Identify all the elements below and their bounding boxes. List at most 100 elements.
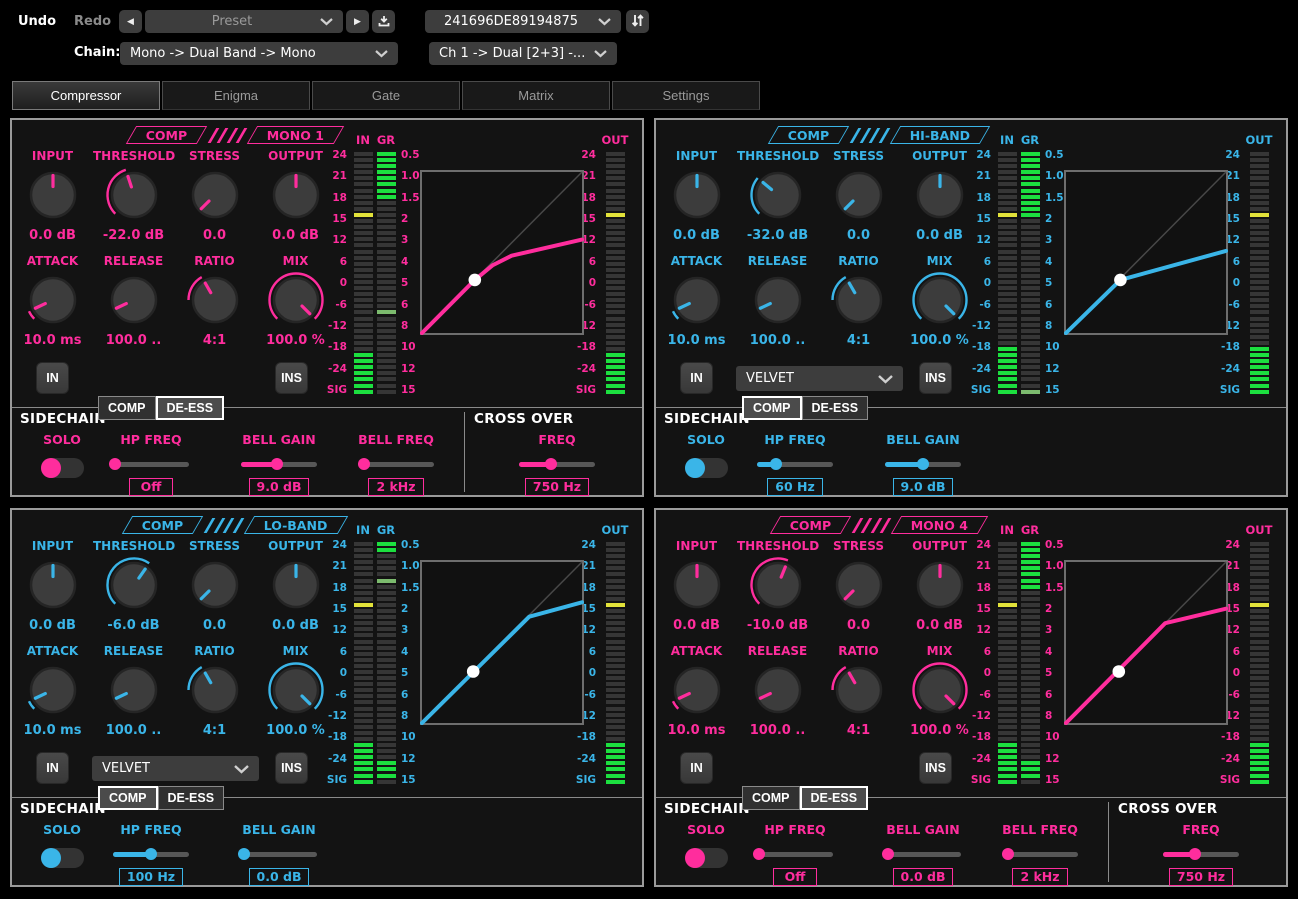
- hp-freq-value[interactable]: 60 Hz: [767, 478, 822, 496]
- bell-gain-slider[interactable]: [885, 458, 961, 470]
- bell-gain-slider[interactable]: [885, 848, 961, 860]
- transfer-curve-graph[interactable]: [1064, 170, 1228, 335]
- velvet-dropdown[interactable]: VELVET: [92, 756, 259, 781]
- preset-dropdown[interactable]: Preset: [145, 10, 343, 33]
- bell-gain-slider[interactable]: [241, 458, 317, 470]
- save-preset-button[interactable]: [372, 10, 395, 33]
- transfer-curve-graph[interactable]: [1064, 560, 1228, 725]
- ab-compare-button[interactable]: [626, 10, 649, 33]
- undo-button[interactable]: Undo: [18, 14, 56, 29]
- stress-knob[interactable]: STRESS0.0: [818, 149, 899, 243]
- hp-freq-slider[interactable]: [113, 458, 189, 470]
- hp-freq-value[interactable]: Off: [129, 478, 173, 496]
- attack-knob[interactable]: ATTACK10.0 ms: [12, 254, 93, 348]
- tab-settings[interactable]: Settings: [612, 81, 760, 110]
- input-knob[interactable]: INPUT0.0 dB: [656, 149, 737, 243]
- threshold-knob[interactable]: THRESHOLD-6.0 dB: [93, 539, 174, 633]
- transfer-curve-graph[interactable]: [420, 170, 584, 335]
- crossover-freq-value[interactable]: 750 Hz: [1169, 868, 1233, 886]
- bell-gain-value[interactable]: 0.0 dB: [249, 868, 310, 886]
- ins-button[interactable]: INS: [919, 362, 952, 394]
- bell-freq-value[interactable]: 2 kHz: [368, 478, 423, 496]
- ratio-knob[interactable]: RATIO4:1: [818, 254, 899, 348]
- de-ess-sidechain-tab[interactable]: DE-ESS: [158, 786, 225, 810]
- threshold-knob[interactable]: THRESHOLD-32.0 dB: [737, 149, 818, 243]
- crossover-freq-slider[interactable]: [1163, 848, 1239, 860]
- next-preset-button[interactable]: ▶: [346, 10, 369, 33]
- velvet-dropdown[interactable]: VELVET: [736, 366, 903, 391]
- bell-gain-slider[interactable]: [241, 848, 317, 860]
- de-ess-sidechain-tab[interactable]: DE-ESS: [800, 786, 869, 810]
- release-knob[interactable]: RELEASE100.0 ..: [93, 644, 174, 738]
- tab-gate[interactable]: Gate: [312, 81, 460, 110]
- stress-knob-label: STRESS: [174, 149, 255, 166]
- badge-band: LO-BAND: [244, 516, 348, 534]
- ratio-knob[interactable]: RATIO4:1: [174, 644, 255, 738]
- in-meter: [354, 152, 373, 396]
- input-knob[interactable]: INPUT0.0 dB: [12, 539, 93, 633]
- comp-sidechain-tab[interactable]: COMP: [98, 396, 156, 420]
- threshold-knob[interactable]: THRESHOLD-10.0 dB: [737, 539, 818, 633]
- hp-freq-slider[interactable]: [113, 848, 189, 860]
- release-knob[interactable]: RELEASE100.0 ..: [737, 254, 818, 348]
- stress-knob[interactable]: STRESS0.0: [818, 539, 899, 633]
- solo-toggle[interactable]: [685, 848, 728, 868]
- ratio-knob[interactable]: RATIO4:1: [818, 644, 899, 738]
- bell-gain-group: BELL GAIN 9.0 dB: [879, 432, 967, 496]
- release-knob[interactable]: RELEASE100.0 ..: [737, 644, 818, 738]
- velvet-dropdown-value: VELVET: [736, 371, 877, 386]
- in-button[interactable]: IN: [680, 752, 713, 784]
- ins-button[interactable]: INS: [919, 752, 952, 784]
- ins-button[interactable]: INS: [275, 752, 308, 784]
- tab-enigma[interactable]: Enigma: [162, 81, 310, 110]
- bell-freq-value[interactable]: 2 kHz: [1012, 868, 1067, 886]
- sidechain-tabs: COMPDE-ESS: [98, 786, 224, 810]
- knob-row-1: INPUT0.0 dBTHRESHOLD-10.0 dBSTRESS0.0OUT…: [656, 539, 980, 633]
- bell-freq-slider[interactable]: [1002, 848, 1078, 860]
- bell-gain-value[interactable]: 9.0 dB: [893, 478, 954, 496]
- chain-dropdown[interactable]: Mono -> Dual Band -> Mono: [120, 42, 398, 65]
- bell-gain-label: BELL GAIN: [235, 822, 323, 837]
- crossover-freq-slider[interactable]: [519, 458, 595, 470]
- in-button[interactable]: IN: [36, 362, 69, 394]
- de-ess-sidechain-tab[interactable]: DE-ESS: [156, 396, 225, 420]
- threshold-knob[interactable]: THRESHOLD-22.0 dB: [93, 149, 174, 243]
- stress-knob[interactable]: STRESS0.0: [174, 539, 255, 633]
- instance-id-dropdown[interactable]: 241696DE89194875: [425, 10, 621, 33]
- redo-button[interactable]: Redo: [74, 14, 111, 29]
- prev-preset-button[interactable]: ◀: [119, 10, 142, 33]
- bell-gain-value[interactable]: 0.0 dB: [893, 868, 954, 886]
- comp-sidechain-tab[interactable]: COMP: [98, 786, 158, 810]
- bell-gain-value[interactable]: 9.0 dB: [249, 478, 310, 496]
- hp-freq-slider[interactable]: [757, 458, 833, 470]
- ratio-knob[interactable]: RATIO4:1: [174, 254, 255, 348]
- attack-knob[interactable]: ATTACK10.0 ms: [656, 254, 737, 348]
- bell-freq-slider[interactable]: [358, 458, 434, 470]
- stress-knob-value: 0.0: [174, 228, 255, 243]
- attack-knob[interactable]: ATTACK10.0 ms: [656, 644, 737, 738]
- de-ess-sidechain-tab[interactable]: DE-ESS: [802, 396, 869, 420]
- tab-matrix[interactable]: Matrix: [462, 81, 610, 110]
- solo-toggle[interactable]: [685, 458, 728, 478]
- transfer-curve-graph[interactable]: [420, 560, 584, 725]
- comp-sidechain-tab[interactable]: COMP: [742, 396, 802, 420]
- attack-knob[interactable]: ATTACK10.0 ms: [12, 644, 93, 738]
- in-button[interactable]: IN: [680, 362, 713, 394]
- bell-gain-label: BELL GAIN: [879, 432, 967, 447]
- input-knob[interactable]: INPUT0.0 dB: [656, 539, 737, 633]
- tab-compressor[interactable]: Compressor: [12, 81, 160, 110]
- crossover-freq-value[interactable]: 750 Hz: [525, 478, 589, 496]
- comp-sidechain-tab[interactable]: COMP: [742, 786, 800, 810]
- channel-dropdown[interactable]: Ch 1 -> Dual [2+3] -...: [429, 42, 617, 65]
- solo-toggle[interactable]: [41, 458, 84, 478]
- hp-freq-value[interactable]: Off: [773, 868, 817, 886]
- attack-knob-label: ATTACK: [656, 254, 737, 271]
- solo-toggle[interactable]: [41, 848, 84, 868]
- release-knob[interactable]: RELEASE100.0 ..: [93, 254, 174, 348]
- hp-freq-value[interactable]: 100 Hz: [119, 868, 183, 886]
- stress-knob[interactable]: STRESS 0.0: [174, 149, 255, 243]
- hp-freq-slider[interactable]: [757, 848, 833, 860]
- input-knob[interactable]: INPUT0.0 dB: [12, 149, 93, 243]
- ins-button[interactable]: INS: [275, 362, 308, 394]
- in-button[interactable]: IN: [36, 752, 69, 784]
